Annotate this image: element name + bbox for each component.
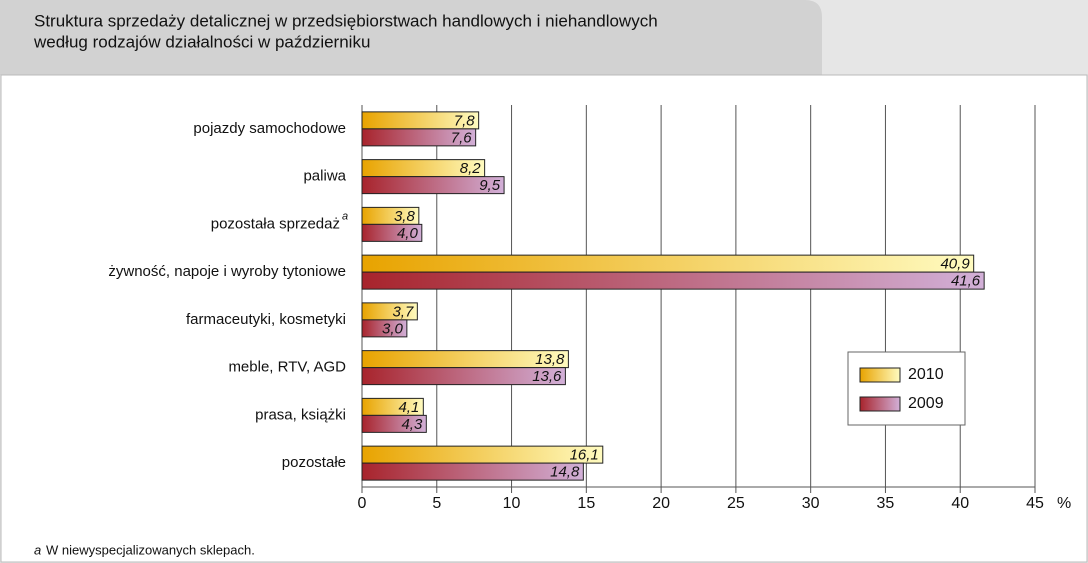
data-label: 13,8 xyxy=(535,351,565,368)
bar xyxy=(361,128,477,147)
bar xyxy=(361,367,566,386)
x-tick-label: 0 xyxy=(358,495,367,512)
chart-subtitle: według rodzajów działalności w październ… xyxy=(33,32,370,51)
data-label: 3,7 xyxy=(392,303,414,320)
axis-unit: % xyxy=(1057,495,1071,512)
y-tick-label: żywność, napoje i wyroby tytoniowe xyxy=(108,263,346,280)
y-tick-label: paliwa xyxy=(303,168,346,185)
legend-label: 2010 xyxy=(908,366,944,383)
x-tick-label: 25 xyxy=(727,495,745,512)
x-tick-label: 40 xyxy=(951,495,969,512)
footnote-text: W niewyspecjalizowanych sklepach. xyxy=(46,542,255,557)
bar xyxy=(361,462,584,481)
y-tick-label: pojazdy samochodowe xyxy=(193,120,346,137)
footnote-marker: a xyxy=(342,210,348,222)
title-tab xyxy=(0,0,822,75)
x-tick-label: 15 xyxy=(577,495,595,512)
data-label: 41,6 xyxy=(951,273,981,290)
bar xyxy=(361,271,985,290)
data-label: 7,6 xyxy=(451,129,473,146)
data-label: 16,1 xyxy=(570,447,599,464)
bar xyxy=(361,254,975,273)
x-tick-label: 30 xyxy=(802,495,820,512)
data-label: 3,0 xyxy=(382,320,404,337)
y-tick-label: prasa, książki xyxy=(255,406,346,423)
x-tick-label: 45 xyxy=(1026,495,1044,512)
x-tick-label: 35 xyxy=(877,495,895,512)
data-label: 13,6 xyxy=(532,368,562,385)
data-label: 8,2 xyxy=(460,160,482,177)
panel xyxy=(0,74,1088,563)
data-label: 4,3 xyxy=(401,416,423,433)
bar xyxy=(361,176,505,195)
footnote-marker: a xyxy=(34,542,41,557)
y-tick-label: pozostałe xyxy=(282,454,346,471)
chart-title: Struktura sprzedaży detalicznej w przeds… xyxy=(34,11,658,30)
data-label: 9,5 xyxy=(479,177,501,194)
legend-box xyxy=(847,351,966,426)
bar xyxy=(361,445,604,464)
x-tick-label: 20 xyxy=(652,495,670,512)
data-label: 3,8 xyxy=(394,208,416,225)
x-tick-label: 10 xyxy=(503,495,521,512)
legend-swatch xyxy=(859,396,901,412)
legend-swatch xyxy=(859,367,901,383)
data-label: 14,8 xyxy=(550,464,580,481)
legend-label: 2009 xyxy=(908,395,944,412)
bar xyxy=(361,319,408,338)
x-tick-label: 5 xyxy=(432,495,441,512)
y-tick-label: pozostała sprzedaż xyxy=(211,215,340,232)
bar xyxy=(361,223,423,242)
data-label: 40,9 xyxy=(940,256,970,273)
data-label: 4,0 xyxy=(397,225,419,242)
y-tick-label: meble, RTV, AGD xyxy=(228,359,346,376)
data-label: 4,1 xyxy=(398,399,419,416)
y-tick-label: farmaceutyki, kosmetyki xyxy=(186,311,346,328)
data-label: 7,8 xyxy=(454,112,476,129)
bar xyxy=(361,414,427,433)
